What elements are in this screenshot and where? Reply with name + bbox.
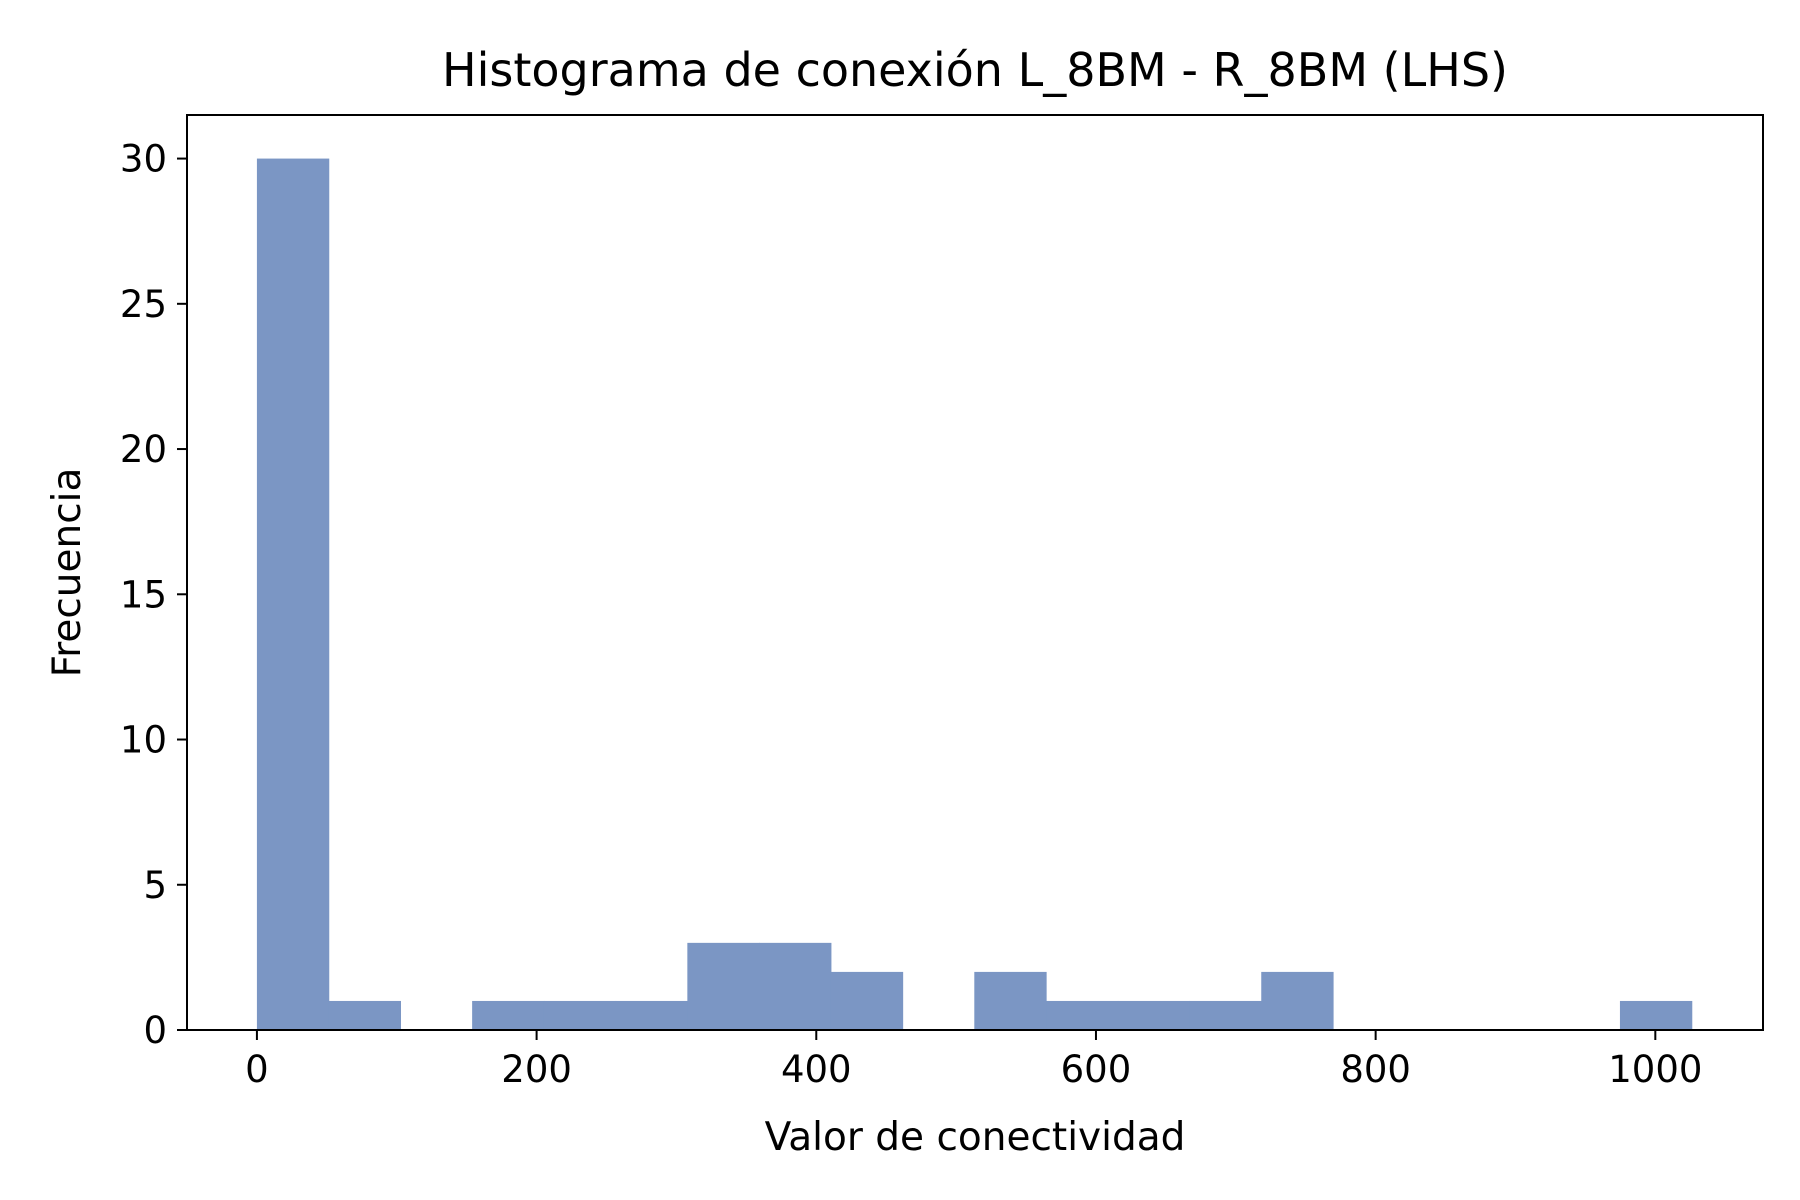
x-tick-label: 0 (245, 1048, 269, 1091)
histogram-bar (830, 971, 904, 1030)
y-tick-label: 20 (120, 428, 167, 471)
x-tick-label: 600 (1061, 1048, 1132, 1091)
bars-layer (256, 158, 1693, 1031)
histogram-bar (1261, 971, 1334, 1030)
plot-frame (186, 114, 1764, 1031)
histogram-bar (615, 1000, 688, 1030)
histogram-bar (328, 1000, 401, 1030)
y-tick-label: 30 (120, 138, 167, 181)
y-tick-label: 0 (143, 1009, 167, 1052)
x-tick-label: 400 (781, 1048, 852, 1091)
y-tick-label: 25 (120, 283, 167, 326)
y-tick-label: 10 (120, 719, 167, 762)
histogram-bar (472, 1000, 545, 1030)
histogram-bar (974, 971, 1047, 1030)
y-tick-label: 15 (120, 573, 167, 616)
y-axis-title: Frecuencia (45, 468, 90, 678)
histogram-bar (687, 942, 760, 1030)
x-tick-label: 800 (1340, 1048, 1411, 1091)
histogram-bar (256, 158, 330, 1031)
histogram-bar (1046, 1000, 1119, 1030)
y-axis-ticks: 0 5 10 15 20 25 30 (120, 138, 187, 1052)
histogram-bar (1189, 1000, 1262, 1030)
histogram-bar (1117, 1000, 1191, 1030)
histogram-bar (1619, 1000, 1693, 1030)
x-tick-label: 1000 (1608, 1048, 1702, 1091)
y-tick-label: 5 (143, 864, 167, 907)
histogram-bar (543, 1000, 617, 1030)
x-axis-ticks: 0 200 400 600 800 1000 (245, 1030, 1702, 1091)
chart-title: Histograma de conexión L_8BM - R_8BM (LH… (442, 43, 1508, 97)
x-axis-title: Valor de conectividad (765, 1115, 1186, 1160)
histogram-bar (759, 942, 832, 1030)
x-tick-label: 200 (501, 1048, 572, 1091)
